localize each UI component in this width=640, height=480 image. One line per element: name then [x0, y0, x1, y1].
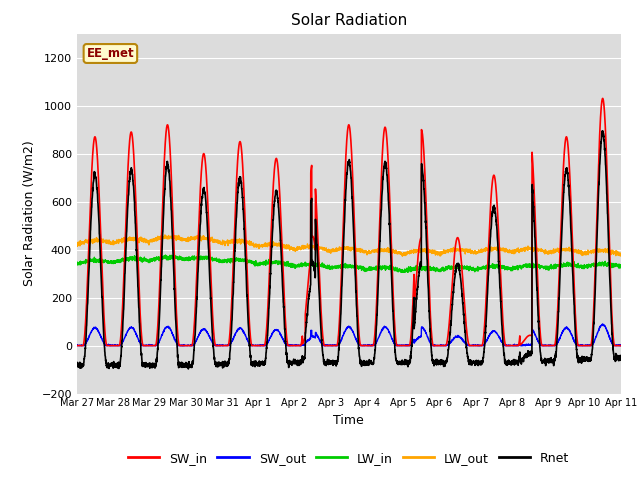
- Legend: SW_in, SW_out, LW_in, LW_out, Rnet: SW_in, SW_out, LW_in, LW_out, Rnet: [123, 447, 575, 469]
- Y-axis label: Solar Radiation (W/m2): Solar Radiation (W/m2): [23, 141, 36, 287]
- Text: EE_met: EE_met: [86, 47, 134, 60]
- X-axis label: Time: Time: [333, 414, 364, 427]
- Title: Solar Radiation: Solar Radiation: [291, 13, 407, 28]
